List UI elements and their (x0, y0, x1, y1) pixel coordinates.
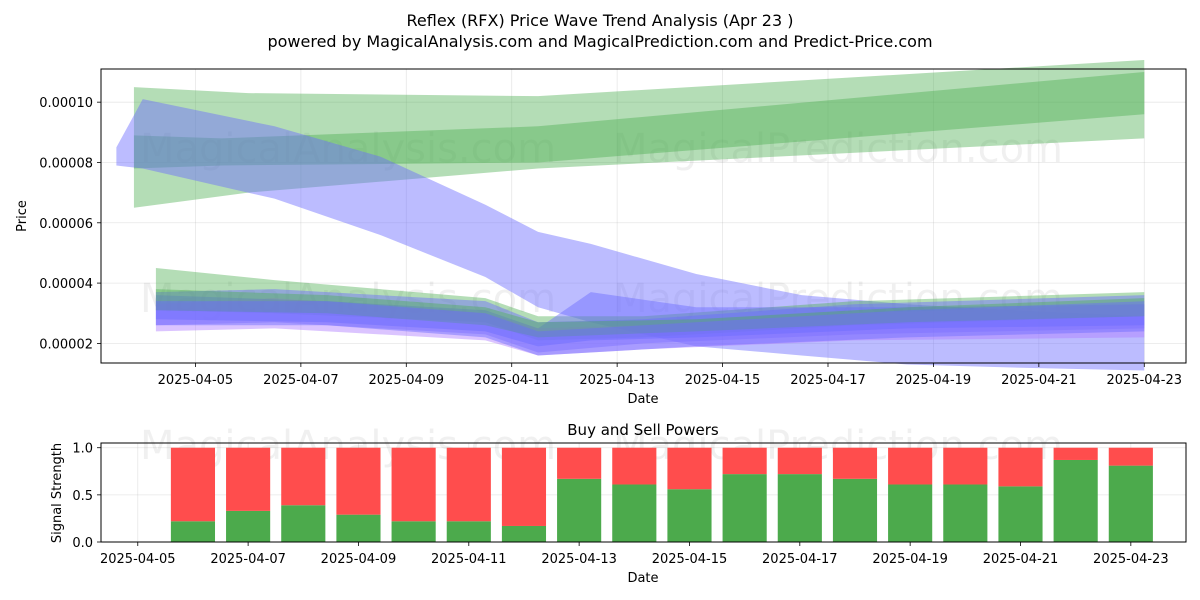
sell-power-bar (391, 447, 436, 522)
sell-power-bar (557, 447, 602, 479)
y-tick-label: 0.5 (72, 489, 93, 504)
signal-panel: Buy and Sell Powers MagicalAnalysis.com … (50, 421, 1187, 586)
price-band-green (155, 289, 1145, 338)
y-tick-label: 0.00010 (39, 96, 93, 111)
buy-power-bar (832, 478, 878, 542)
x-tick-label: 2025-04-15 (652, 552, 728, 567)
buy-power-bar (1053, 459, 1098, 542)
sell-power-bar (888, 447, 933, 485)
price-band-green (133, 72, 1145, 169)
sell-power-bar (612, 447, 657, 485)
x-tick-label: 2025-04-15 (685, 373, 761, 388)
watermark-text: MagicalPrediction.com (613, 276, 1063, 322)
buy-power-bar (501, 525, 547, 542)
watermark-text: MagicalAnalysis.com (140, 276, 556, 322)
price-axes: 2025-04-05 2025-04-07 2025-04-09 2025-04-11… (39, 96, 1182, 388)
x-tick-label: 2025-04-21 (1001, 373, 1077, 388)
buy-power-bar (336, 514, 381, 542)
price-x-axis-label: Date (627, 392, 658, 407)
x-tick-label: 2025-04-07 (263, 373, 339, 388)
price-band-green (155, 268, 1145, 341)
price-watermarks: MagicalAnalysis.com MagicalPrediction.co… (140, 126, 1063, 322)
sell-power-bar (998, 447, 1043, 487)
sell-power-bar (336, 447, 381, 515)
chart-title: Reflex (RFX) Price Wave Trend Analysis (… (407, 11, 794, 30)
price-band-blue (155, 301, 1145, 356)
buy-power-bar (1108, 465, 1153, 542)
price-grid (101, 69, 1186, 363)
x-tick-label: 2025-04-17 (790, 373, 866, 388)
x-tick-label: 2025-04-13 (579, 373, 655, 388)
buy-power-bar (612, 484, 657, 542)
sell-power-bar (943, 447, 988, 485)
x-tick-label: 2025-04-05 (158, 373, 234, 388)
sell-power-bar (170, 447, 216, 522)
price-band-green (133, 59, 1145, 208)
buy-power-bar (943, 484, 988, 542)
y-tick-label: 0.00002 (39, 337, 93, 352)
x-tick-label: 2025-04-13 (541, 552, 617, 567)
buy-power-bar (722, 474, 767, 542)
buy-power-bar (391, 521, 436, 542)
x-tick-label: 2025-04-09 (369, 373, 445, 388)
buy-power-bar (888, 484, 933, 542)
sell-power-bar (226, 447, 271, 511)
sell-power-bar (446, 447, 491, 522)
buy-power-bar (170, 521, 216, 542)
sell-power-bar (777, 447, 822, 475)
x-tick-label: 2025-04-07 (210, 552, 286, 567)
y-tick-label: 1.0 (72, 442, 93, 457)
x-tick-label: 2025-04-11 (474, 373, 550, 388)
sell-power-bar (667, 447, 712, 490)
sell-power-bar (722, 447, 767, 475)
signal-bars (170, 447, 1153, 542)
buy-power-bar (226, 510, 271, 542)
buy-power-bar (667, 489, 712, 542)
price-bands (116, 59, 1145, 371)
sell-power-bar (832, 447, 878, 479)
sell-power-bar (1108, 447, 1153, 466)
sell-power-bar (1053, 447, 1098, 460)
buy-power-bar (557, 478, 602, 542)
y-tick-label: 0.00006 (39, 217, 93, 232)
x-tick-label: 2025-04-23 (1106, 373, 1182, 388)
price-band-purple (155, 298, 1145, 356)
price-panel: MagicalAnalysis.com MagicalPrediction.co… (15, 59, 1187, 407)
watermark-text: MagicalAnalysis.com (140, 126, 556, 172)
price-plot-frame (100, 68, 1187, 364)
y-tick-label: 0.0 (72, 536, 93, 551)
x-tick-label: 2025-04-17 (762, 552, 838, 567)
buy-power-bar (281, 505, 326, 542)
x-tick-label: 2025-04-05 (100, 552, 176, 567)
sell-power-bar (501, 447, 547, 526)
x-tick-label: 2025-04-11 (431, 552, 507, 567)
buy-power-bar (446, 521, 491, 542)
x-tick-label: 2025-04-19 (872, 552, 948, 567)
buy-power-bar (777, 474, 822, 542)
signal-x-axis-label: Date (627, 571, 658, 586)
price-band-blue (155, 289, 1145, 353)
watermark-text: MagicalPrediction.com (613, 126, 1063, 172)
x-tick-label: 2025-04-23 (1093, 552, 1169, 567)
x-tick-label: 2025-04-21 (983, 552, 1059, 567)
buy-power-bar (998, 486, 1043, 542)
x-tick-label: 2025-04-09 (321, 552, 397, 567)
signal-y-axis-label: Signal Strength (50, 443, 65, 543)
chart-subtitle: powered by MagicalAnalysis.com and Magic… (267, 32, 932, 51)
signal-chart-title: Buy and Sell Powers (567, 421, 719, 439)
price-band-blue (155, 292, 1145, 347)
x-tick-label: 2025-04-19 (896, 373, 972, 388)
price-y-axis-label: Price (15, 200, 30, 232)
signal-plot-frame (100, 442, 1187, 543)
sell-power-bar (281, 447, 326, 506)
price-band-blue (116, 99, 1145, 371)
y-tick-label: 0.00008 (39, 156, 93, 171)
y-tick-label: 0.00004 (39, 277, 93, 292)
signal-axes: 2025-04-05 2025-04-07 2025-04-09 2025-04-11… (72, 442, 1168, 567)
